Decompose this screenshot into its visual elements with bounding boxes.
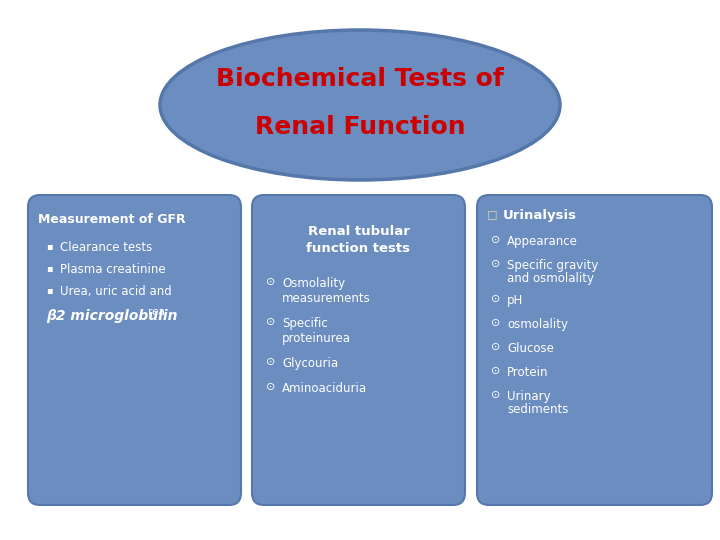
Text: Plasma creatinine: Plasma creatinine xyxy=(60,263,166,276)
FancyBboxPatch shape xyxy=(28,195,241,505)
Text: Specific gravity: Specific gravity xyxy=(507,259,598,272)
Text: ⊙: ⊙ xyxy=(266,317,275,327)
Text: Protein: Protein xyxy=(507,366,549,379)
Text: ⊙: ⊙ xyxy=(491,294,500,304)
Text: Specific: Specific xyxy=(282,317,328,330)
Text: ⊙: ⊙ xyxy=(266,382,275,392)
Text: ▪: ▪ xyxy=(46,263,53,273)
Text: Glycouria: Glycouria xyxy=(282,357,338,370)
FancyBboxPatch shape xyxy=(252,195,465,505)
Text: ⊙: ⊙ xyxy=(491,390,500,400)
Text: Aminoaciduria: Aminoaciduria xyxy=(282,382,367,395)
Text: □: □ xyxy=(487,209,498,219)
Text: Clearance tests: Clearance tests xyxy=(60,241,152,254)
Text: ⊙: ⊙ xyxy=(491,259,500,269)
Text: Measurement of GFR: Measurement of GFR xyxy=(38,213,186,226)
Text: Osmolality: Osmolality xyxy=(282,277,345,290)
Text: ⊙: ⊙ xyxy=(491,342,500,352)
Text: rea: rea xyxy=(148,307,165,317)
Text: Biochemical Tests of: Biochemical Tests of xyxy=(216,67,504,91)
Text: Urea, uric acid and: Urea, uric acid and xyxy=(60,285,172,298)
Text: and osmolality: and osmolality xyxy=(507,272,594,285)
Text: β2 microglobulin: β2 microglobulin xyxy=(46,309,178,323)
Text: proteinurea: proteinurea xyxy=(282,332,351,345)
Text: Urinalysis: Urinalysis xyxy=(503,209,577,222)
Text: Renal Function: Renal Function xyxy=(255,115,465,139)
Text: ▪: ▪ xyxy=(46,241,53,251)
Text: Renal tubular
function tests: Renal tubular function tests xyxy=(307,225,410,255)
Text: ▪: ▪ xyxy=(46,285,53,295)
FancyBboxPatch shape xyxy=(477,195,712,505)
Text: pH: pH xyxy=(507,294,523,307)
Text: Urinary: Urinary xyxy=(507,390,551,403)
Text: ⊙: ⊙ xyxy=(491,366,500,376)
Text: ⊙: ⊙ xyxy=(266,277,275,287)
Text: ⊙: ⊙ xyxy=(491,235,500,245)
Text: ⊙: ⊙ xyxy=(491,318,500,328)
Text: osmolality: osmolality xyxy=(507,318,568,331)
Text: ⊙: ⊙ xyxy=(266,357,275,367)
Text: Glucose: Glucose xyxy=(507,342,554,355)
Text: Appearance: Appearance xyxy=(507,235,578,248)
Text: sediments: sediments xyxy=(507,403,568,416)
Ellipse shape xyxy=(160,30,560,180)
Text: measurements: measurements xyxy=(282,292,371,305)
